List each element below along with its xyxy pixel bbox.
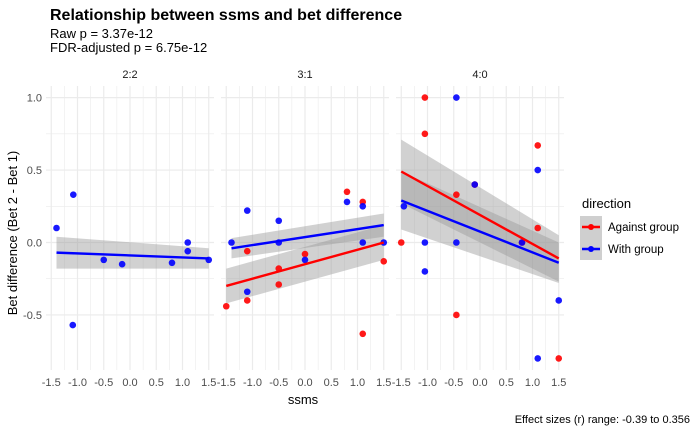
- data-point-with: [453, 239, 460, 246]
- x-tick-label: -0.5: [269, 377, 288, 389]
- data-point-against: [397, 239, 405, 246]
- data-point-with: [343, 198, 351, 206]
- facets-layer: 2:2 -1.5 -1.0 -0.5 0.0 0.5 1.0 1.5 3:1 -1.5 -1.0 -0…: [23, 69, 566, 389]
- data-point-with: [70, 191, 77, 198]
- x-tick-label: -1.5: [42, 377, 61, 389]
- legend-label: Against group: [608, 222, 679, 234]
- x-tick-label: 1.5: [201, 377, 216, 389]
- facet-label: 2:2: [122, 69, 137, 81]
- data-point-with: [118, 260, 126, 268]
- facet-label: 4:0: [472, 69, 487, 81]
- data-point-against: [301, 250, 309, 258]
- data-point-against: [243, 297, 251, 304]
- x-tick-label: 0.5: [149, 377, 164, 389]
- facet-label: 3:1: [297, 69, 312, 81]
- data-point-against: [421, 94, 429, 101]
- data-point-with: [184, 239, 192, 246]
- fit-line-with: [231, 223, 384, 250]
- x-tick-label: -1.5: [217, 377, 236, 389]
- data-point-with: [421, 239, 429, 246]
- legend-title: direction: [582, 196, 631, 211]
- facet-panel-2: 4:0 -1.5 -1.0 -0.5 0.0 0.5 1.0 1.5: [392, 69, 567, 389]
- data-point-with: [518, 239, 526, 246]
- fit-line-with: [400, 199, 560, 264]
- x-tick-label: 0.0: [122, 377, 137, 389]
- legend-label: With group: [608, 244, 664, 256]
- data-point-against: [343, 188, 351, 196]
- x-tick-label: 1.5: [551, 377, 566, 389]
- x-tick-label: 1.0: [525, 377, 540, 389]
- data-point-with: [168, 259, 176, 267]
- y-tick-label: 1.0: [27, 93, 42, 105]
- data-point-with: [471, 181, 479, 188]
- legend-key-point: [588, 224, 594, 230]
- y-tick-label: 0.0: [27, 237, 42, 249]
- facet-panel-1: 3:1 -1.5 -1.0 -0.5 0.0 0.5 1.0 1.5: [217, 69, 392, 389]
- x-axis-title: ssms: [288, 392, 319, 407]
- x-tick-label: 0.5: [499, 377, 514, 389]
- data-point-against: [243, 247, 251, 255]
- chart-title: Relationship between ssms and bet differ…: [50, 7, 402, 24]
- data-point-against: [421, 130, 429, 138]
- data-point-with: [555, 297, 563, 304]
- data-point-with: [69, 321, 77, 329]
- x-tick-label: 1.0: [175, 377, 190, 389]
- fit-line-with: [56, 251, 209, 260]
- x-tick-label: -1.0: [68, 377, 87, 389]
- data-point-with: [100, 256, 108, 264]
- data-point-with: [359, 202, 367, 210]
- data-point-with: [243, 207, 251, 214]
- x-tick-label: 0.0: [472, 377, 487, 389]
- data-point-with: [421, 268, 429, 275]
- legend-entry-against: Against group: [580, 216, 679, 238]
- y-tick-label: 0.5: [27, 165, 42, 177]
- ci-band-with: [401, 171, 559, 284]
- data-point-against: [534, 142, 542, 149]
- data-point-against: [222, 302, 230, 310]
- data-point-against: [275, 281, 283, 288]
- data-point-with: [243, 288, 251, 296]
- data-point-against: [534, 224, 542, 232]
- chart-subtitle-line-2: FDR-adjusted p = 6.75e-12: [50, 40, 207, 55]
- data-point-against: [453, 311, 460, 319]
- fit-line-against: [400, 170, 560, 260]
- data-point-with: [228, 239, 235, 246]
- data-point-against: [380, 258, 388, 265]
- chart-subtitle-line-1: Raw p = 3.37e-12: [50, 26, 153, 41]
- x-tick-label: 1.0: [350, 377, 365, 389]
- legend-key-point: [588, 246, 594, 252]
- x-tick-label: -1.0: [418, 377, 437, 389]
- data-point-with: [53, 224, 60, 232]
- x-tick-label: 1.5: [376, 377, 391, 389]
- fit-line-against: [225, 241, 385, 288]
- x-tick-label: -1.0: [243, 377, 262, 389]
- data-point-with: [184, 247, 192, 255]
- data-point-against: [453, 191, 460, 198]
- data-point-against: [555, 355, 563, 362]
- data-point-with: [534, 355, 542, 362]
- x-tick-label: -1.5: [392, 377, 411, 389]
- data-point-with: [534, 166, 542, 174]
- y-tick-label: -0.5: [23, 310, 42, 322]
- data-point-with: [359, 239, 367, 246]
- data-point-with: [400, 202, 408, 210]
- data-point-with: [453, 94, 460, 101]
- x-tick-label: 0.0: [297, 377, 312, 389]
- legend: direction Against group With group: [580, 196, 679, 260]
- data-point-against: [359, 330, 367, 338]
- x-tick-label: -0.5: [94, 377, 113, 389]
- data-point-with: [275, 217, 283, 225]
- y-axis-title: Bet difference (Bet 2 - Bet 1): [5, 151, 20, 316]
- facet-panel-0: 2:2 -1.5 -1.0 -0.5 0.0 0.5 1.0 1.5: [42, 69, 217, 389]
- x-tick-label: -0.5: [444, 377, 463, 389]
- chart-caption: Effect sizes (r) range: -0.39 to 0.356: [515, 414, 690, 426]
- data-point-with: [301, 256, 309, 264]
- x-tick-label: 0.5: [324, 377, 339, 389]
- legend-entry-with: With group: [580, 238, 664, 260]
